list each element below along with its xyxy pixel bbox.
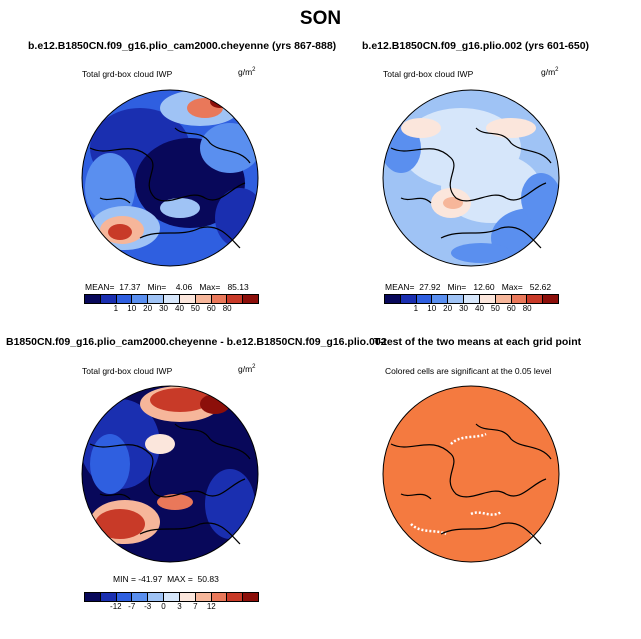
- colorbar-ticks: 1 10 20 30 40 50 60 80: [84, 304, 259, 316]
- colorbar-swatch: [400, 295, 417, 303]
- colorbar-tick-label: 40: [475, 304, 484, 313]
- colorbar-top-right: 1 10 20 30 40 50 60 80: [384, 294, 559, 316]
- colorbar-swatch: [179, 593, 196, 601]
- colorbar-tick-label: 80: [222, 304, 232, 313]
- colorbar-swatch: [543, 295, 558, 303]
- colorbar-swatch: [211, 593, 228, 601]
- colorbar-ticks: 1 10 20 30 40 50 60 80: [384, 304, 559, 316]
- figure-title: SON: [299, 8, 342, 29]
- colorbar-swatch: [416, 295, 433, 303]
- colorbar-tick-label: 40: [175, 304, 184, 313]
- colorbar-tick-label: 20: [143, 304, 153, 313]
- colorbar-tick-label: 7: [193, 602, 198, 611]
- colorbar-swatch: [85, 593, 101, 601]
- colorbar-swatch: [464, 295, 480, 303]
- variable-label-top-left: Total grd-box cloud IWP: [82, 69, 173, 79]
- panel-heading-bottom-right: T-test of the two means at each grid poi…: [374, 336, 582, 348]
- panel-heading-bottom-left: B1850CN.f09_g16.plio_cam2000.cheyenne - …: [6, 336, 387, 348]
- colorbar-tick-label: 50: [190, 304, 200, 313]
- panel-heading-top-right: b.e12.B1850CN.f09_g16.plio.002 (yrs 601-…: [362, 40, 590, 52]
- panel-heading-top-left: b.e12.B1850CN.f09_g16.plio_cam2000.cheye…: [28, 40, 337, 52]
- colorbar-swatch: [527, 295, 544, 303]
- colorbar-swatch: [179, 295, 196, 303]
- stats-top-right: MEAN= 27.92 Min= 12.60 Max= 52.62: [385, 282, 552, 292]
- colorbar-swatch: [495, 295, 512, 303]
- colorbar-swatches: [84, 592, 259, 602]
- colorbar-tick-label: 60: [206, 304, 216, 313]
- colorbar-swatches: [384, 294, 559, 304]
- colorbar-swatch: [164, 593, 180, 601]
- stats-top-left: MEAN= 17.37 Min= 4.06 Max= 85.13: [85, 282, 249, 292]
- colorbar-swatch: [164, 295, 180, 303]
- units-label-top-right: g/m2: [541, 67, 559, 77]
- colorbar-top-left: 1 10 20 30 40 50 60 80: [84, 294, 259, 316]
- colorbar-swatch: [243, 593, 258, 601]
- colorbar-swatch: [195, 295, 212, 303]
- colorbar-tick-label: 10: [427, 304, 437, 313]
- colorbar-swatch: [195, 593, 212, 601]
- colorbar-swatch: [448, 295, 465, 303]
- colorbar-swatch: [385, 295, 401, 303]
- colorbar-swatch: [132, 295, 149, 303]
- colorbar-tick-label: 50: [490, 304, 500, 313]
- colorbar-swatch: [227, 593, 244, 601]
- colorbar-tick-label: 30: [459, 304, 468, 313]
- colorbar-tick-label: 60: [506, 304, 516, 313]
- colorbar-swatch: [148, 593, 165, 601]
- colorbar-swatch: [132, 593, 149, 601]
- colorbar-ticks: -12 -7 -3 0 3 7 12: [84, 602, 259, 614]
- variable-label-top-right: Total grd-box cloud IWP: [383, 69, 474, 79]
- units-label-bottom-left: g/m2: [238, 364, 256, 374]
- colorbar-swatch: [211, 295, 228, 303]
- colorbar-bottom-left: -12 -7 -3 0 3 7 12: [84, 592, 259, 614]
- colorbar-swatch: [227, 295, 244, 303]
- colorbar-tick-label: 30: [159, 304, 168, 313]
- colorbar-tick-label: 10: [127, 304, 137, 313]
- colorbar-swatches: [84, 294, 259, 304]
- colorbar-tick-label: 12: [206, 602, 216, 611]
- colorbar-swatch: [511, 295, 528, 303]
- colorbar-tick-label: -3: [144, 602, 152, 611]
- variable-label-bottom-right: Colored cells are significant at the 0.0…: [385, 366, 552, 376]
- variable-label-bottom-left: Total grd-box cloud IWP: [82, 366, 173, 376]
- units-label-top-left: g/m2: [238, 67, 256, 77]
- colorbar-tick-label: 1: [113, 304, 119, 313]
- colorbar-swatch: [432, 295, 449, 303]
- colorbar-tick-label: 1: [413, 304, 419, 313]
- colorbar-tick-label: 3: [177, 602, 182, 611]
- colorbar-tick-label: -12: [110, 602, 122, 611]
- map-top-left: [81, 89, 259, 267]
- map-bottom-left: [81, 385, 259, 563]
- colorbar-tick-label: 0: [161, 602, 166, 611]
- colorbar-swatch: [85, 295, 101, 303]
- colorbar-swatch: [116, 295, 133, 303]
- colorbar-swatch: [116, 593, 133, 601]
- colorbar-swatch: [243, 295, 258, 303]
- colorbar-swatch: [100, 295, 117, 303]
- colorbar-swatch: [479, 295, 496, 303]
- map-top-right: [382, 89, 560, 267]
- colorbar-swatch: [100, 593, 117, 601]
- colorbar-tick-label: 20: [443, 304, 453, 313]
- colorbar-tick-label: 80: [522, 304, 532, 313]
- map-bottom-right: [382, 385, 560, 563]
- colorbar-tick-label: -7: [128, 602, 136, 611]
- stats-bottom-left: MIN = -41.97 MAX = 50.83: [113, 574, 219, 584]
- colorbar-swatch: [148, 295, 165, 303]
